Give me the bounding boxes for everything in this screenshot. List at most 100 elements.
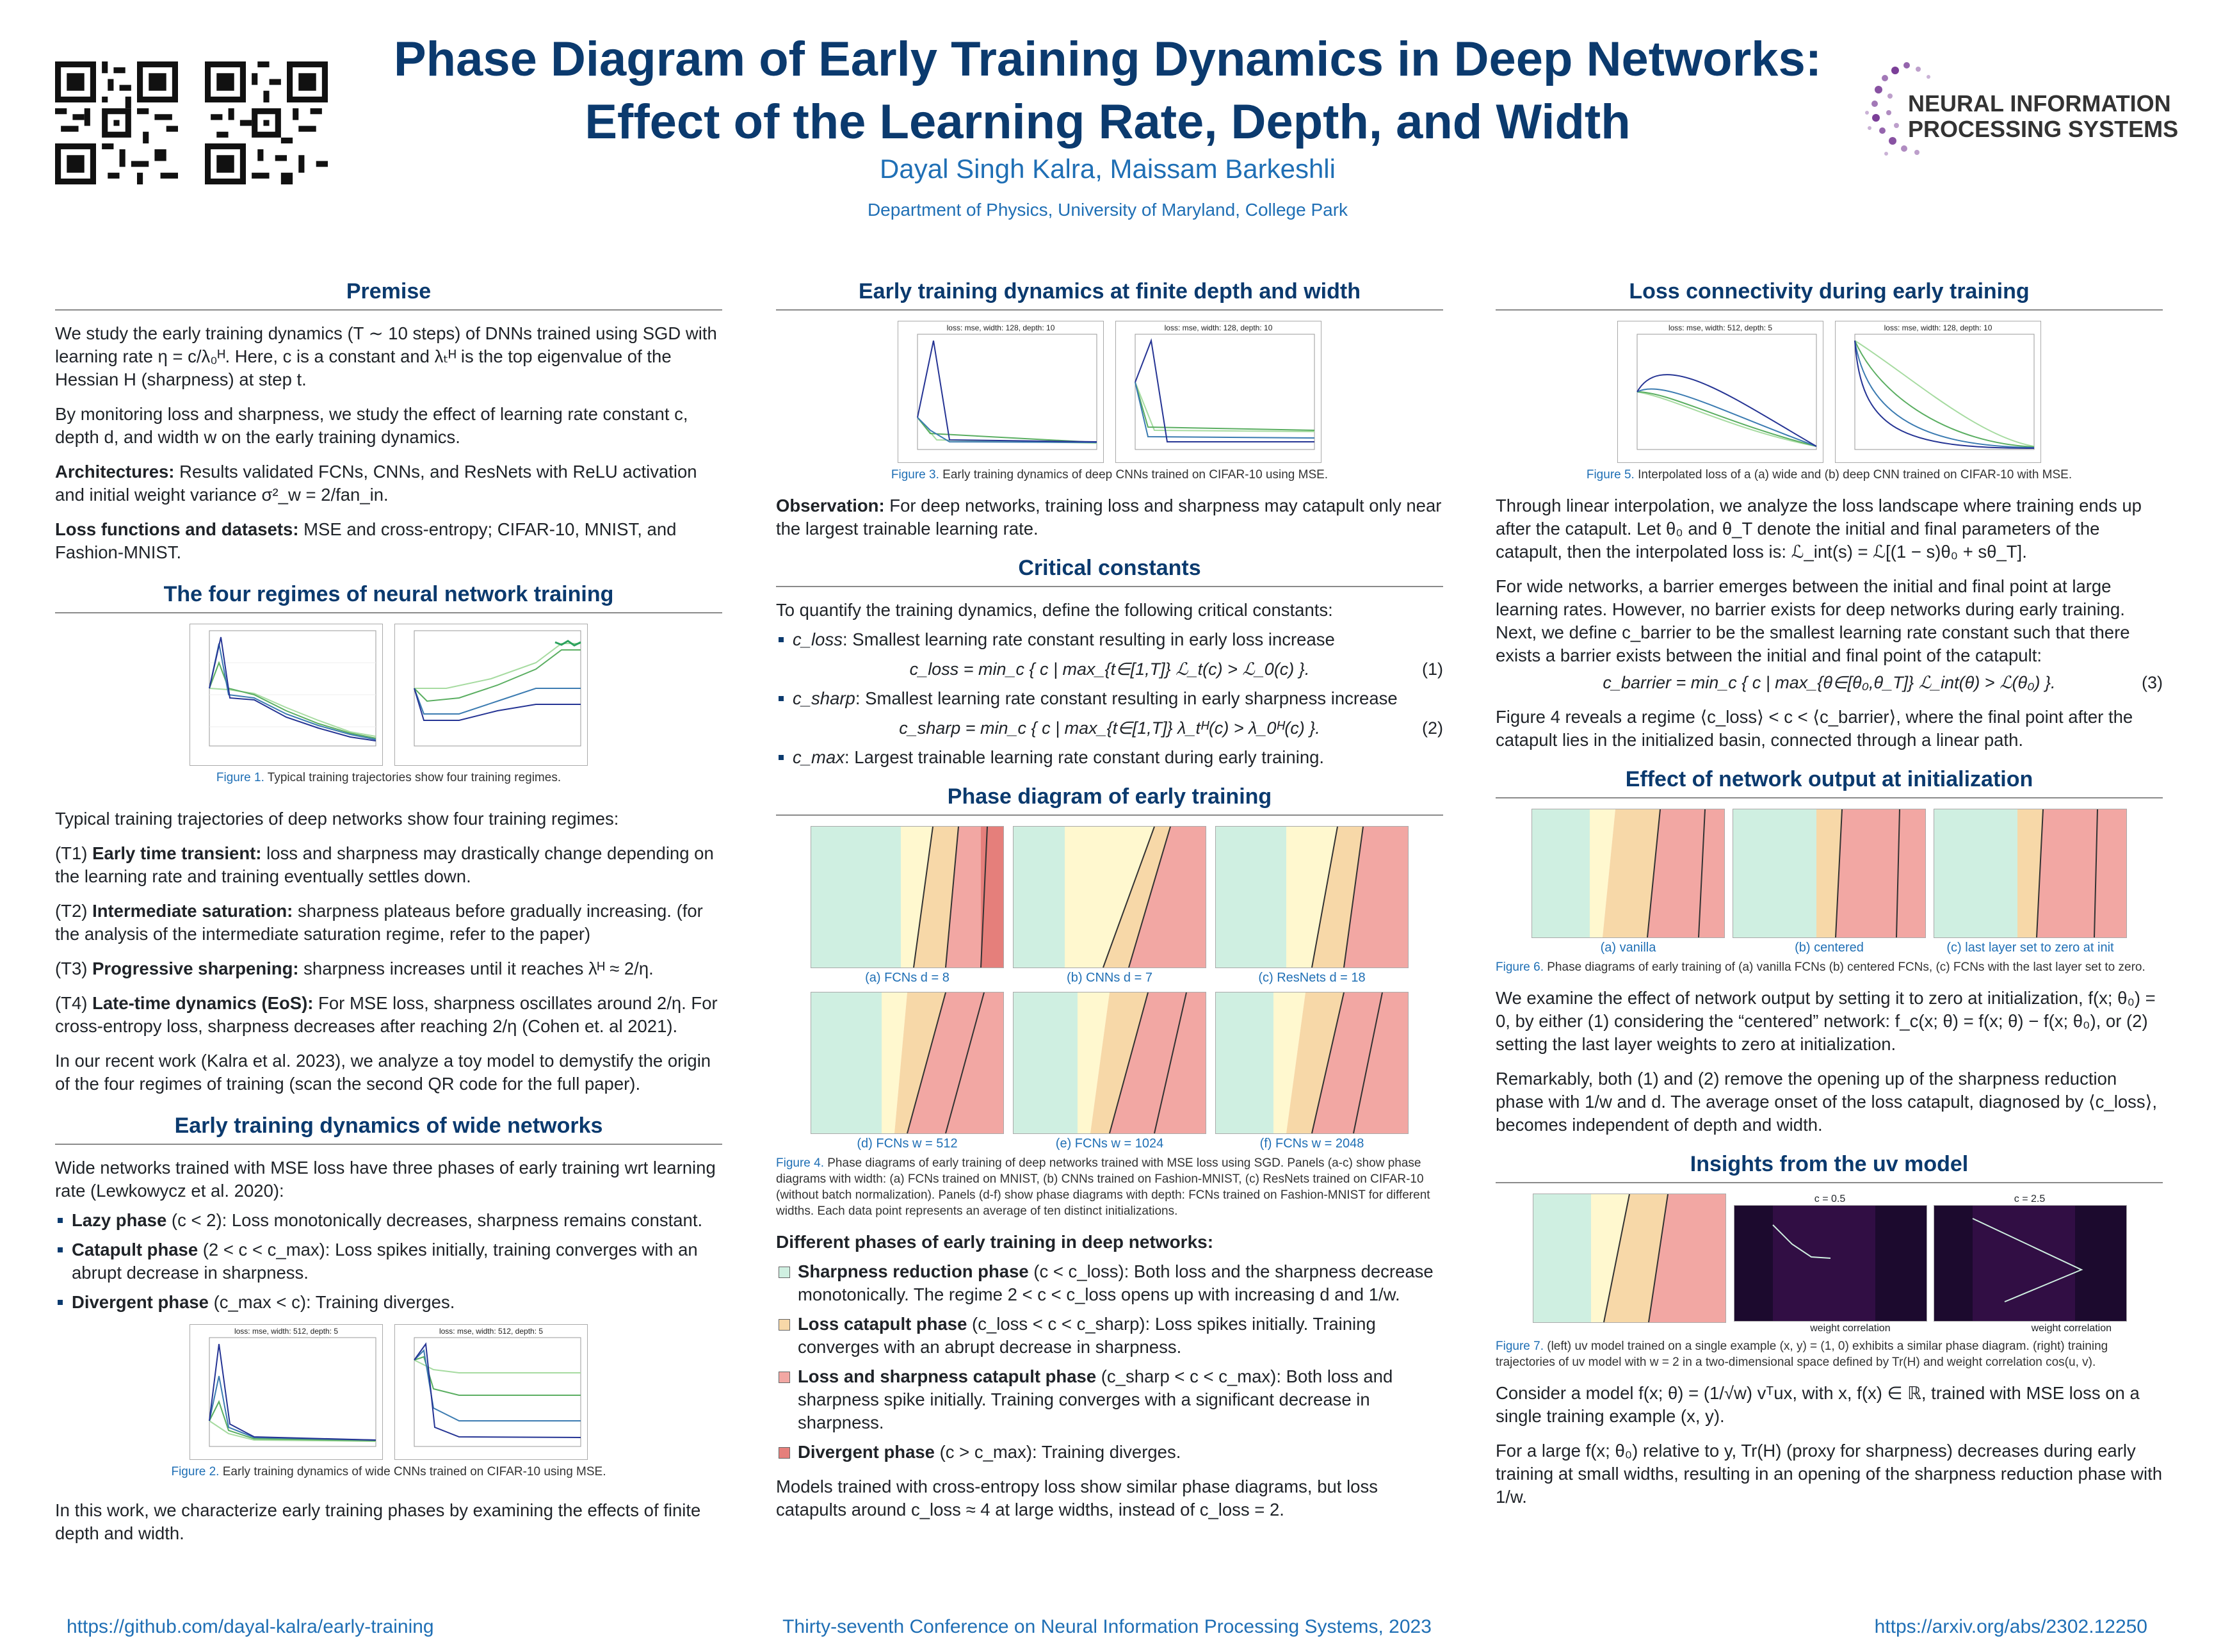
- neurips-logo: NEURAL INFORMATION PROCESSING SYSTEMS: [1857, 51, 2190, 179]
- arxiv-link[interactable]: https://arxiv.org/abs/2302.12250: [1874, 1616, 2147, 1637]
- network-output-title: Effect of network output at initializati…: [1496, 763, 2163, 798]
- qr-code-github-icon[interactable]: [55, 61, 178, 184]
- fig3-loss-plot-title: loss: mse, width: 128, depth: 10: [947, 323, 1055, 332]
- panel-d-label: (d) FCNs w = 512: [857, 1137, 958, 1151]
- figure-5-caption-text: Interpolated loss of a (a) wide and (b) …: [1634, 468, 2073, 482]
- panel-centered: (b) centered: [1733, 809, 1926, 955]
- logo-line-1: NEURAL INFORMATION: [1908, 90, 2171, 117]
- t1-term: Early time transient:: [92, 843, 262, 863]
- figure-3-caption: Figure 3. Early training dynamics of dee…: [776, 467, 1443, 483]
- wide-networks-closing: In this work, we characterize early trai…: [55, 1500, 701, 1543]
- fig2-sharpness-plot: loss: mse, width: 512, depth: 5: [394, 1324, 588, 1460]
- figure-2-caption: Figure 2. Early training dynamics of wid…: [55, 1464, 722, 1480]
- qr-code-paper-icon[interactable]: [205, 61, 328, 184]
- phase-diagram-title: Phase diagram of early training: [776, 781, 1443, 816]
- phase-panel-e-plot: [1013, 992, 1206, 1134]
- ph3-desc: (c_sharp < c < c_max): Both loss and sha…: [798, 1366, 1393, 1432]
- divergent-phase-text: Divergent phase (c_max < c): Training di…: [72, 1291, 455, 1314]
- figure-3-caption-text: Early training dynamics of deep CNNs tra…: [939, 468, 1329, 482]
- figure-6-label: Figure 6.: [1496, 960, 1544, 974]
- divergent-desc: (c_max < c): Training diverges.: [208, 1292, 455, 1312]
- heatmap-a-xlabel: weight correlation: [1810, 1323, 1891, 1334]
- figure-4-caption: Figure 4. Phase diagrams of early traini…: [776, 1155, 1443, 1219]
- fig3-sharpness-plot: loss: mse, width: 128, depth: 10: [1115, 321, 1321, 463]
- column-left: Premise We study the early training dyna…: [55, 275, 722, 1545]
- loss-datasets-text: MSE and cross-entropy; CIFAR-10, MNIST, …: [55, 519, 677, 562]
- loss-connectivity-title: Loss connectivity during early training: [1496, 275, 2163, 311]
- c-sharp-item: c_sharp: Smallest learning rate constant…: [776, 687, 1443, 710]
- figure-4-label: Figure 4.: [776, 1156, 824, 1170]
- premise-title: Premise: [55, 275, 722, 311]
- observation-label: Observation:: [776, 496, 885, 515]
- c-loss-item: c_loss: Smallest learning rate constant …: [776, 628, 1443, 651]
- fig2-loss-plot-title: loss: mse, width: 512, depth: 5: [234, 1327, 338, 1336]
- orange-swatch-icon: [779, 1319, 790, 1331]
- c-sharp-symbol: c_sharp: [793, 688, 855, 708]
- panel-last-layer-zero: (c) last layer set to zero at init: [1934, 809, 2127, 955]
- c-loss-def: c_loss: Smallest learning rate constant …: [793, 628, 1335, 651]
- logo-line-2: PROCESSING SYSTEMS: [1908, 116, 2179, 142]
- uv-model-p1: Consider a model f(x; θ) = (1/√w) vᵀux, …: [1496, 1383, 2140, 1426]
- equation-1-number: (1): [1422, 660, 1443, 679]
- regime-t3: (T3) Progressive sharpening: sharpness i…: [55, 957, 722, 980]
- loss-datasets-label: Loss functions and datasets:: [55, 519, 299, 539]
- github-link[interactable]: https://github.com/dayal-kalra/early-tra…: [67, 1616, 434, 1637]
- panel-vanilla-label: (a) vanilla: [1600, 941, 1656, 955]
- t2-label: (T2): [55, 901, 93, 921]
- bullet-icon: [58, 1300, 63, 1305]
- heatmap-a-title: c = 0.5: [1814, 1194, 1846, 1204]
- fig1-loss-plot: [190, 624, 383, 766]
- c-max-def: c_max: Largest trainable learning rate c…: [793, 746, 1324, 769]
- figure-4-bottom-row: (d) FCNs w = 512 (e) FCNs w = 1024 (f): [776, 992, 1443, 1151]
- panel-vanilla: (a) vanilla: [1531, 809, 1725, 955]
- fig3-loss-plot: loss: mse, width: 128, depth: 10: [898, 321, 1104, 463]
- figure-7: c = 0.5 c = 2.5: [1496, 1194, 2163, 1323]
- regime-t1: (T1) Early time transient: loss and shar…: [55, 842, 722, 888]
- lazy-phase-item: Lazy phase (c < 2): Loss monotonically d…: [55, 1209, 722, 1232]
- fig1-sharpness-plot: [394, 624, 588, 766]
- loss-connectivity-p1: Through linear interpolation, we analyze…: [1496, 496, 2142, 562]
- c-max-text: : Largest trainable learning rate consta…: [844, 747, 1325, 767]
- catapult-phase-item: Catapult phase (2 < c < c_max): Loss spi…: [55, 1238, 722, 1284]
- red-swatch-icon: [779, 1372, 790, 1383]
- figure-7-caption-text: (left) uv model trained on a single exam…: [1496, 1340, 2108, 1369]
- loss-connectivity-p3: Figure 4 reveals a regime ⟨c_loss⟩ < c <…: [1496, 707, 2133, 750]
- phase-panel-c-plot: [1215, 826, 1409, 968]
- figure-4-top-row: (a) FCNs d = 8 (b) CNNs d = 7 (c) ResN: [776, 826, 1443, 985]
- uv-heatmap-a: c = 0.5: [1734, 1194, 1927, 1323]
- loss-connectivity-p2: For wide networks, a barrier emerges bet…: [1496, 576, 2130, 665]
- dark-red-swatch-icon: [779, 1447, 790, 1459]
- uv-model-p2: For a large f(x; θ₀) relative to y, Tr(H…: [1496, 1441, 2163, 1507]
- ph1-text: Sharpness reduction phase (c < c_loss): …: [798, 1260, 1443, 1306]
- bullet-icon: [779, 696, 784, 701]
- last-layer-zero-phase-plot: [1934, 809, 2127, 938]
- c-max-item: c_max: Largest trainable learning rate c…: [776, 746, 1443, 769]
- figure-7-label: Figure 7.: [1496, 1340, 1544, 1353]
- divergent-term: Divergent phase: [72, 1292, 209, 1312]
- t1-text: loss and sharpness may drastically chang…: [55, 843, 714, 886]
- figure-5-label: Figure 5.: [1586, 468, 1635, 482]
- figure-4-caption-text: Phase diagrams of early training of deep…: [776, 1156, 1430, 1218]
- ph4-term: Divergent phase: [798, 1442, 935, 1462]
- divergent-phase-item: Divergent phase (c_max < c): Training di…: [55, 1291, 722, 1314]
- bullet-icon: [779, 637, 784, 642]
- panel-e: (e) FCNs w = 1024: [1013, 992, 1206, 1151]
- wide-networks-title: Early training dynamics of wide networks: [55, 1110, 722, 1145]
- catapult-desc: (2 < c < c_max): Loss spikes initially, …: [72, 1240, 698, 1283]
- t2-text: sharpness plateaus before gradually incr…: [55, 901, 703, 944]
- figure-3-label: Figure 3.: [891, 468, 939, 482]
- phases-heading: Different phases of early training in de…: [776, 1232, 1214, 1252]
- catapult-term: Catapult phase: [72, 1240, 198, 1259]
- t3-term: Progressive sharpening:: [92, 959, 299, 978]
- ph1-term: Sharpness reduction phase: [798, 1261, 1029, 1281]
- regime-t4: (T4) Late-time dynamics (EoS): For MSE l…: [55, 992, 722, 1038]
- c-sharp-def: c_sharp: Smallest learning rate constant…: [793, 687, 1398, 710]
- network-output-p1: We examine the effect of network output …: [1496, 988, 2156, 1054]
- poster-footer: https://github.com/dayal-kalra/early-tra…: [0, 1616, 2214, 1644]
- figure-1-caption-text: Typical training trajectories show four …: [264, 771, 562, 784]
- critical-constants-title: Critical constants: [776, 552, 1443, 587]
- t3-text: sharpness increases until it reaches λᴴ …: [298, 959, 654, 978]
- panel-d: (d) FCNs w = 512: [811, 992, 1004, 1151]
- figure-2-label: Figure 2.: [171, 1465, 220, 1478]
- t3-label: (T3): [55, 959, 93, 978]
